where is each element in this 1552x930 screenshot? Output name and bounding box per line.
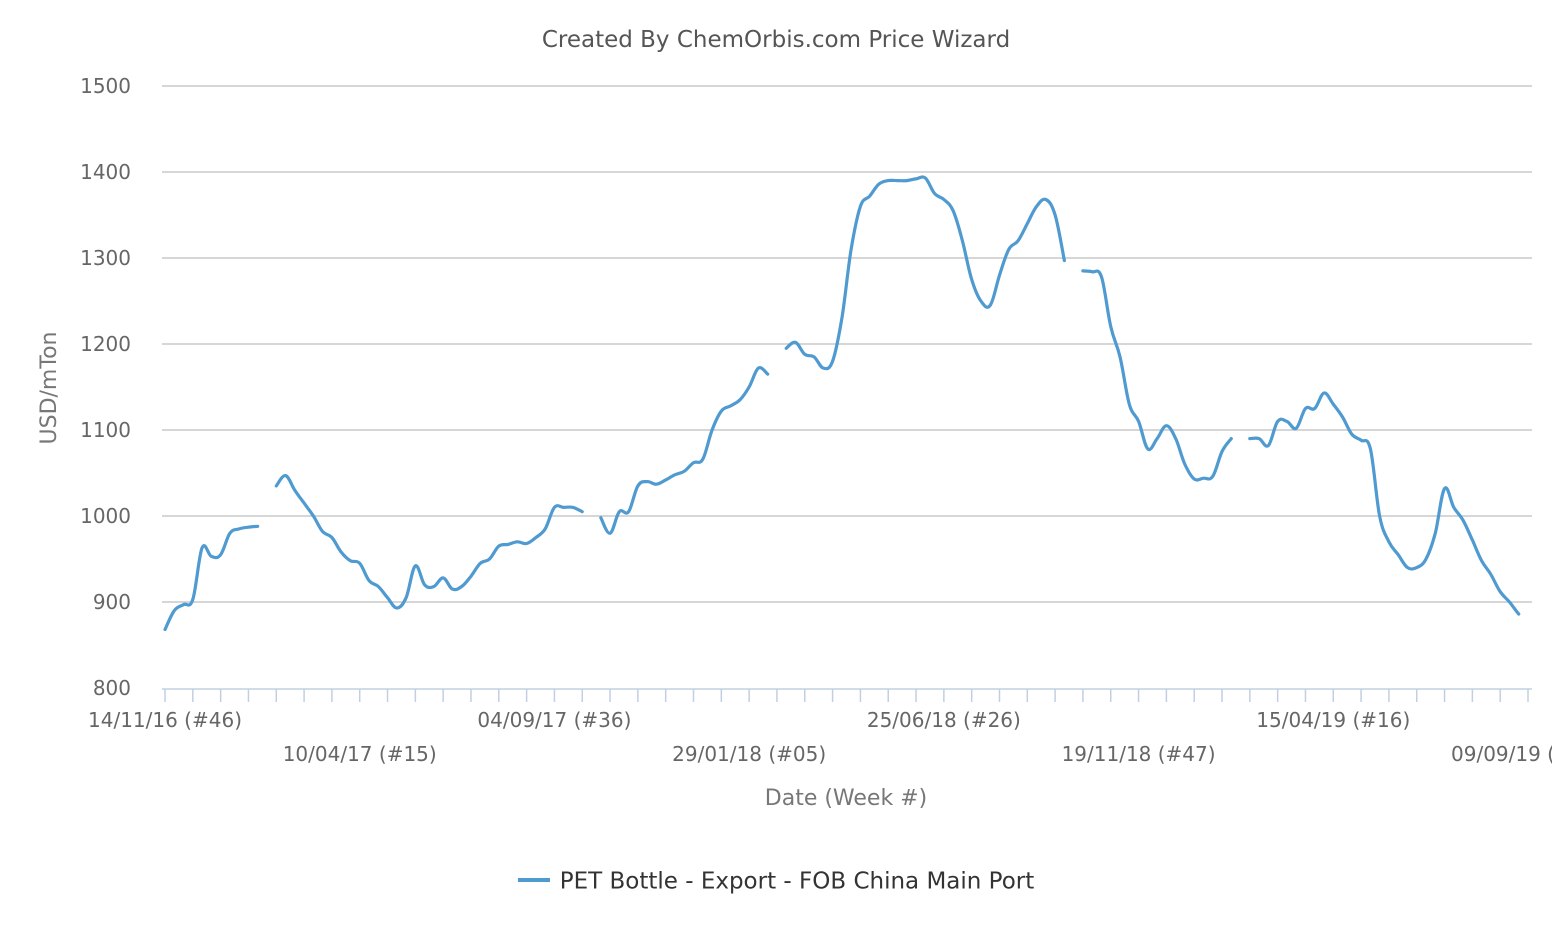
- y-tick-label: 1000: [80, 504, 131, 528]
- legend-swatch: [517, 877, 550, 882]
- x-tick-label: 29/01/18 (#05): [672, 742, 826, 766]
- y-tick-label: 1500: [80, 74, 131, 98]
- x-tick-label: 14/11/16 (#46): [88, 708, 242, 732]
- series-line-segment[interactable]: [1081, 269, 1233, 482]
- legend[interactable]: PET Bottle - Export - FOB China Main Por…: [0, 868, 1552, 895]
- y-tick-label: 900: [93, 590, 131, 614]
- y-axis-title: USD/mTon: [37, 332, 62, 445]
- series-line-segment[interactable]: [599, 366, 770, 535]
- y-tick-label: 1300: [80, 246, 131, 270]
- x-tick-label: 25/06/18 (#26): [867, 708, 1021, 732]
- chart-title: Created By ChemOrbis.com Price Wizard: [541, 27, 1011, 53]
- x-tick-label: 19/11/18 (#47): [1062, 742, 1216, 766]
- y-tick-label: 1100: [80, 418, 131, 442]
- grid-lines: [162, 85, 1532, 603]
- series-line-segment[interactable]: [1248, 391, 1521, 616]
- legend-label: PET Bottle - Export - FOB China Main Por…: [559, 868, 1035, 895]
- x-tick-label: 04/09/17 (#36): [477, 708, 631, 732]
- y-axis-ticks: 800 900 1000 1100 1200 1300 1400 1500: [80, 74, 131, 700]
- x-axis-title: Date (Week #): [765, 786, 927, 811]
- x-axis: 14/11/16 (#46) 10/04/17 (#15) 04/09/17 (#3…: [88, 688, 1552, 766]
- y-tick-label: 800: [93, 676, 131, 700]
- series-line-segment[interactable]: [274, 474, 584, 610]
- x-tick-label: 15/04/19 (#16): [1256, 708, 1410, 732]
- y-tick-label: 1400: [80, 160, 131, 184]
- x-tick-label: 10/04/17 (#15): [283, 742, 437, 766]
- series-line-segment[interactable]: [163, 524, 260, 632]
- series-lines: [163, 175, 1521, 632]
- x-tick-label: 09/09/19 (#37): [1451, 742, 1552, 766]
- series-line-segment[interactable]: [784, 175, 1066, 371]
- y-tick-label: 1200: [80, 332, 131, 356]
